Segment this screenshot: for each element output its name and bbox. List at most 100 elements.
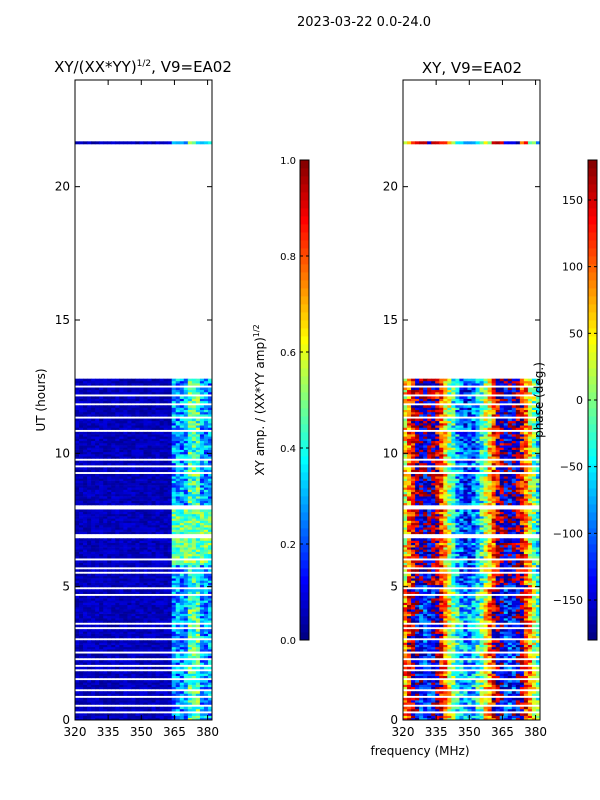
heat-cell [451,682,456,685]
heat-cell [115,640,120,643]
heat-cell [87,420,92,424]
heat-cell [187,454,193,457]
heat-cell [483,686,489,690]
heat-cell [175,391,181,395]
heat-cell [523,686,529,690]
heat-cell [103,680,108,683]
heat-cell [171,407,177,410]
heat-cell [111,447,116,450]
heat-cell [475,706,480,710]
heat-cell [139,682,144,685]
heat-cell [203,511,209,515]
heat-cell [83,673,88,676]
heat-cell [195,671,201,674]
heat-cell [95,141,100,145]
heat-cell [427,680,432,683]
heat-cell [435,717,440,721]
heat-cell [203,691,209,694]
heat-cell [167,487,173,490]
heat-cell [151,487,156,490]
heat-cell [111,691,116,694]
heat-cell [107,624,112,628]
heat-cell [103,434,108,437]
heat-cell [87,516,92,519]
heat-cell [107,456,112,459]
heat-cell [191,686,197,690]
heat-cell [107,378,112,382]
heat-cell [199,649,205,652]
heat-cell [147,434,152,437]
heat-cell [199,582,205,586]
heat-cell [115,686,120,690]
heat-cell [95,655,100,659]
heat-cell [163,671,169,674]
heat-cell [135,713,140,716]
heat-cell [151,569,156,572]
heat-cell [175,713,181,716]
heat-cell [167,666,173,670]
heat-cell [203,509,209,512]
heat-cell [135,496,140,499]
heat-cell [167,529,173,532]
heat-cell [107,560,112,563]
heat-cell [83,473,88,477]
heat-cell [131,496,136,499]
heat-cell [103,682,108,685]
heat-cell [167,682,173,685]
heat-cell [483,693,489,696]
heat-cell [111,611,116,614]
heat-cell [483,713,489,716]
colorbar-segment [300,272,309,281]
heat-cell [135,438,140,442]
heat-cell [135,624,140,628]
heat-cell [183,411,189,415]
heat-cell [463,708,468,712]
heat-cell [75,613,80,617]
heat-cell [87,706,92,710]
heat-cell [179,389,185,393]
heat-cell [167,383,173,386]
heat-cell [179,431,185,435]
heat-cell [95,595,100,599]
heat-cell [75,551,80,555]
heat-cell [199,655,205,659]
heat-cell [127,633,132,637]
heat-cell [195,420,201,424]
heat-cell [75,456,80,459]
heat-cell [175,706,181,710]
heat-cell [151,602,156,606]
heat-cell [99,449,104,453]
heat-cell [87,387,92,391]
heat-cell [183,418,189,422]
heat-cell [187,469,193,473]
heat-cell [159,436,165,439]
heat-cell [179,582,185,586]
heat-cell [487,700,493,703]
heat-cell [171,642,177,645]
heat-cell [155,562,161,566]
heat-cell [87,440,92,444]
heat-cell [443,680,448,683]
heat-cell [135,684,140,688]
heat-cell [155,702,161,705]
heat-cell [159,438,165,442]
heat-cell [195,575,201,579]
heat-cell [143,646,148,650]
heat-cell [151,697,156,701]
heat-cell [171,640,177,643]
heat-cell [135,513,140,517]
heat-cell [407,697,412,701]
heat-cell [199,423,205,426]
heat-cell [87,451,92,455]
heat-cell [115,713,120,716]
heat-cell [195,551,201,555]
colorbar-segment [300,624,309,633]
heat-cell [87,660,92,663]
heat-cell [207,655,213,659]
heat-cell [147,462,152,466]
heat-cell [139,522,144,526]
heat-cell [191,611,197,614]
heat-cell [191,518,197,521]
heat-cell [115,697,120,701]
heat-cell [103,660,108,663]
